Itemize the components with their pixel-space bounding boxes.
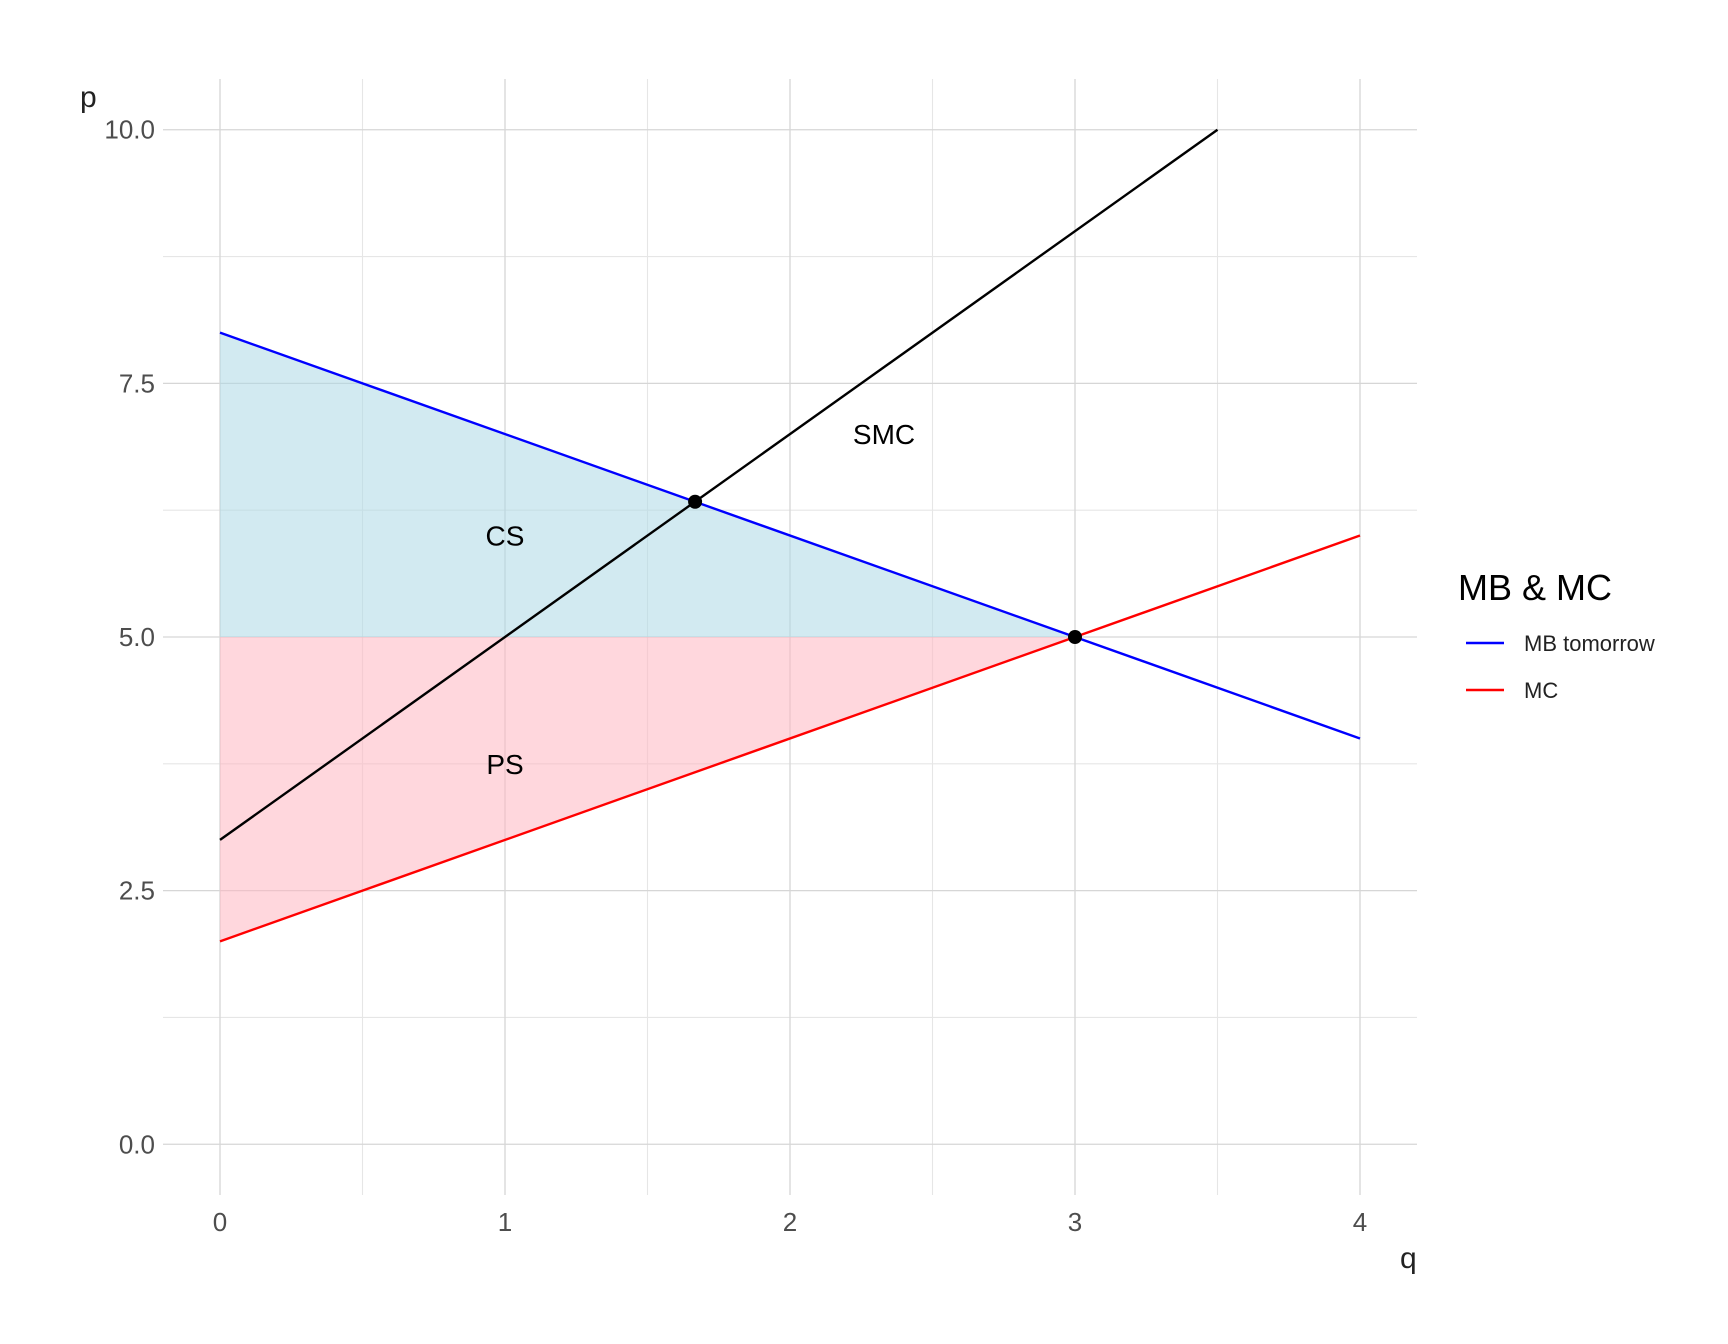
y-tick-label: 0.0 [119, 1129, 155, 1159]
legend-title: MB & MC [1458, 567, 1612, 608]
y-tick-label: 2.5 [119, 876, 155, 906]
x-tick-label: 3 [1068, 1207, 1082, 1237]
x-tick-label: 0 [213, 1207, 227, 1237]
x-axis-title: q [1400, 1242, 1417, 1275]
mb-tomorrow-line [219, 331, 1361, 740]
x-tick-label: 2 [783, 1207, 797, 1237]
y-tick-label: 10.0 [104, 115, 155, 145]
equilibrium-point [1068, 630, 1082, 644]
annotations: CS PS SMC [486, 419, 916, 780]
curves [219, 128, 1361, 943]
mc-line [219, 534, 1361, 943]
y-tick-label: 7.5 [119, 368, 155, 398]
x-tick-label: 1 [498, 1207, 512, 1237]
equilibrium-points [688, 494, 1082, 644]
legend-entries: MB tomorrow MC [1466, 631, 1655, 703]
cs-label: CS [486, 521, 525, 552]
ps-label: PS [486, 749, 523, 780]
legend: MB & MC MB tomorrow MC [1458, 567, 1655, 703]
legend-label: MB tomorrow [1524, 631, 1655, 656]
y-tick-label: 5.0 [119, 622, 155, 652]
y-axis-title: p [80, 81, 97, 114]
x-tick-label: 4 [1353, 1207, 1367, 1237]
legend-label: MC [1524, 678, 1558, 703]
smc-line [219, 128, 1219, 841]
tick-labels: 0 1 2 3 4 0.0 2.5 5.0 7.5 10.0 [104, 115, 1367, 1237]
equilibrium-point [688, 494, 703, 509]
smc-label: SMC [853, 419, 915, 450]
